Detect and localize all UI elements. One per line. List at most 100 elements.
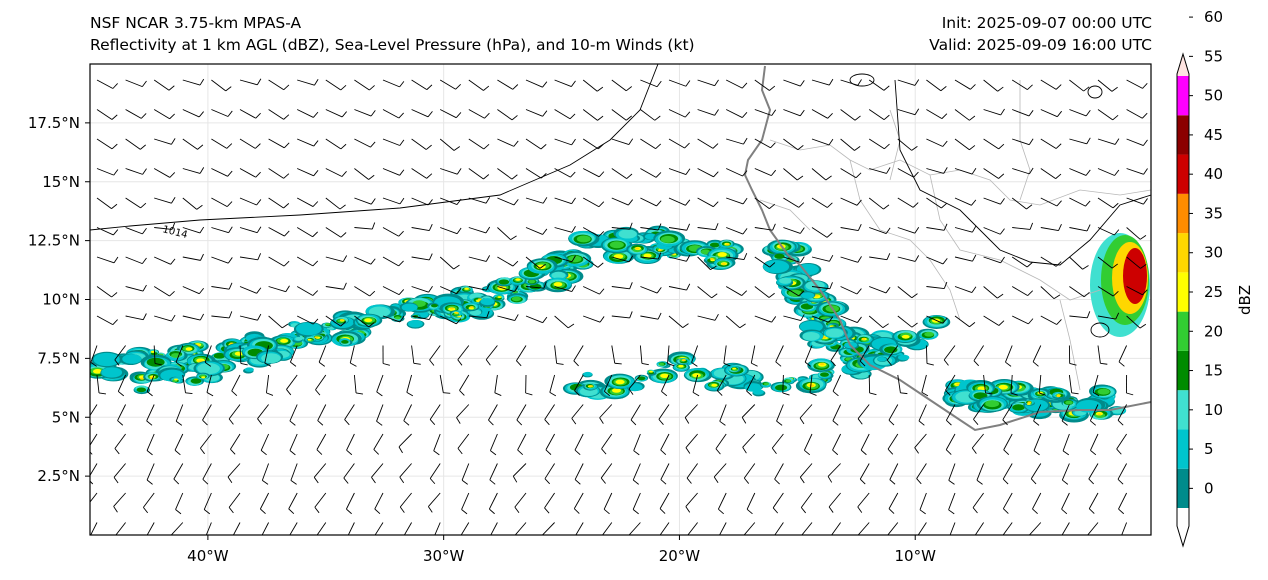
wind-barb [497, 285, 519, 293]
wind-barb [983, 168, 1005, 179]
wind-barb [886, 345, 899, 366]
lat-tick-label: 2.5°N [37, 467, 80, 485]
wind-barb [433, 433, 441, 456]
wind-barb [857, 404, 870, 425]
reflectivity-cell [292, 336, 303, 343]
wind-barb [811, 315, 834, 323]
reflectivity-cell [626, 243, 649, 255]
wind-barb [1126, 138, 1148, 146]
wind-barb [746, 374, 756, 397]
wind-barb [983, 256, 1005, 264]
reflectivity-cell [892, 330, 919, 344]
reflectivity-cell [119, 353, 142, 366]
wind-barb [354, 197, 376, 205]
wind-barb [1033, 404, 1042, 426]
wind-barb [354, 138, 376, 148]
wind-barb [827, 463, 841, 483]
reflectivity-cell [495, 277, 514, 287]
wind-barb [754, 197, 776, 209]
colorbar-segment [1177, 193, 1189, 234]
reflectivity-cell [1024, 400, 1035, 406]
reflectivity-cell [526, 258, 558, 274]
wind-barb [406, 374, 414, 397]
wind-barb [1011, 79, 1033, 90]
reflectivity-contour [732, 367, 737, 370]
wind-barb [554, 226, 576, 233]
wind-barb [114, 433, 126, 455]
wind-barb [776, 404, 784, 426]
wind-barb [1002, 492, 1013, 514]
wind-barb [783, 256, 805, 263]
wind-barb [628, 522, 641, 535]
reflectivity-cell [457, 285, 473, 294]
wind-barb [954, 168, 977, 175]
wind-barb [983, 79, 1004, 92]
wind-barb [286, 374, 298, 396]
wind-barb [983, 138, 1005, 150]
reflectivity-contour [785, 379, 792, 383]
wind-barb [296, 286, 319, 296]
wind-barb [1069, 137, 1091, 145]
reflectivity-contour [861, 338, 866, 340]
wind-barb [830, 345, 841, 367]
wind-barb [632, 463, 641, 485]
wind-barb [832, 404, 842, 426]
wind-barb [296, 256, 319, 267]
wind-barb [525, 374, 533, 396]
wind-barb [96, 79, 118, 89]
wind-barb [640, 197, 662, 207]
wind-barb [719, 522, 727, 535]
wind-barb [771, 433, 784, 455]
wind-barb [1097, 286, 1119, 297]
wind-barb [897, 374, 908, 395]
reflectivity-cell [478, 298, 496, 307]
wind-barb [96, 197, 118, 210]
wind-barb [497, 109, 518, 121]
wind-barb [399, 492, 412, 513]
reflectivity-cell [133, 385, 151, 395]
wind-barb [1126, 168, 1148, 175]
wind-barb [1097, 227, 1120, 236]
fields-title: Reflectivity at 1 km AGL (dBZ), Sea-Leve… [90, 36, 695, 54]
wind-barb [668, 283, 691, 291]
wind-barb [182, 286, 205, 295]
reflectivity-contour [341, 340, 349, 344]
wind-barb [574, 463, 584, 485]
reflectivity-contour [825, 328, 844, 338]
reflectivity-contour [431, 304, 438, 308]
reflectivity-cell [90, 379, 91, 383]
wind-barb [973, 404, 984, 425]
wind-barb [897, 108, 920, 116]
reflectivity-contour [101, 367, 123, 378]
reflectivity-contour [814, 294, 819, 297]
reflectivity-cell [672, 363, 690, 372]
wind-barb [840, 79, 862, 86]
wind-barb [684, 404, 698, 424]
wind-barb [954, 138, 976, 151]
wind-barb [1069, 311, 1091, 319]
wind-barb [926, 167, 948, 174]
wind-barb [869, 227, 891, 235]
wind-barb [668, 315, 689, 328]
wind-barb [146, 463, 155, 485]
reflectivity-contour [901, 334, 910, 339]
wind-barb [860, 433, 870, 456]
wind-barb [382, 315, 405, 323]
wind-barb [125, 168, 147, 175]
reflectivity-contour [174, 378, 178, 381]
wind-barb [811, 227, 833, 238]
title-left: NSF NCAR 3.75-km MPAS-A Reflectivity at … [90, 12, 695, 56]
model-title: NSF NCAR 3.75-km MPAS-A [90, 14, 302, 32]
reflectivity-contour [244, 367, 254, 372]
wind-barb [1040, 197, 1062, 207]
wind-barb [346, 433, 355, 456]
wind-barb [954, 225, 977, 233]
wind-barb [525, 168, 547, 179]
wind-barb [685, 433, 698, 454]
wind-barb [943, 345, 956, 366]
reflectivity-contour [295, 336, 303, 341]
reflectivity-cell [492, 293, 505, 302]
wind-barb [125, 284, 147, 292]
wind-barb [897, 255, 920, 262]
